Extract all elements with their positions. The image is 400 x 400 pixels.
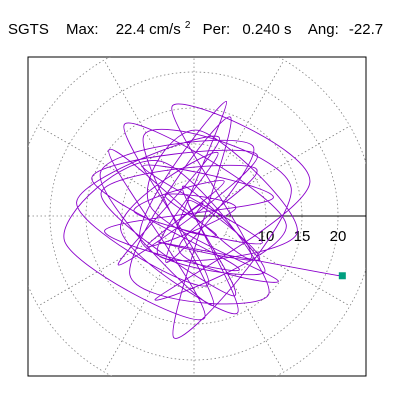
max-value: 22.4 cm/s (116, 21, 181, 38)
ang-label: Ang: (308, 21, 339, 38)
ang-value: -22.7 (349, 21, 383, 38)
chart-header: SGTS Max: 22.4 cm/s 2 Per: 0.240 s Ang: … (8, 15, 383, 38)
radial-tick-label: 10 (258, 228, 275, 245)
end-point-marker (338, 272, 346, 280)
polar-grid (28, 57, 366, 376)
grid-spoke (224, 125, 351, 199)
radial-tick-label: 20 (330, 228, 347, 245)
radial-tick-labels: 10 15 20 (258, 228, 347, 245)
station-code: SGTS (8, 21, 49, 38)
grid-spoke (103, 59, 177, 186)
max-label: Max: (66, 21, 99, 38)
grid-spoke (37, 233, 164, 307)
per-label: Per: (203, 21, 231, 38)
radial-tick-label: 15 (294, 228, 311, 245)
grid-spoke (103, 246, 177, 373)
max-unit-exponent: 2 (185, 20, 191, 31)
grid-spoke (37, 125, 164, 199)
motion-trace (63, 101, 343, 339)
grid-spoke (211, 59, 285, 186)
per-value: 0.240 s (242, 21, 291, 38)
